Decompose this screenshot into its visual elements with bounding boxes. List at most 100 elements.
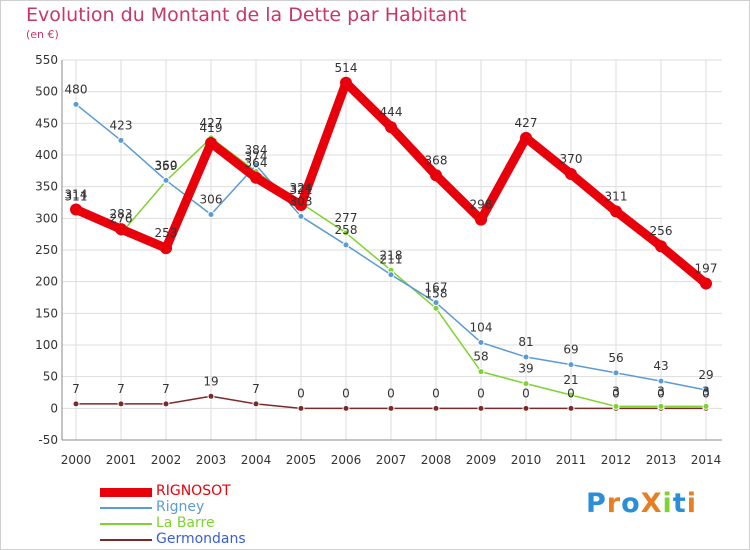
data-point-la-barre	[342, 229, 350, 237]
x-tick-label: 2006	[331, 453, 362, 467]
data-point-rignosot	[70, 203, 82, 216]
data-point-la-barre	[522, 380, 530, 388]
data-label-la-barre: 3	[657, 384, 665, 398]
data-point-rigney	[702, 386, 710, 394]
x-tick-label: 2012	[601, 453, 632, 467]
data-label-germondans: 0	[432, 386, 440, 400]
data-label-rignosot: 311	[605, 189, 628, 203]
data-point-rigney	[387, 271, 395, 279]
data-point-rigney	[567, 361, 575, 369]
data-point-rigney	[207, 211, 215, 219]
x-tick-label: 2009	[466, 453, 497, 467]
y-tick-label: 550	[35, 53, 58, 67]
data-point-germondans	[387, 404, 395, 412]
legend-label-la-barre: La Barre	[156, 515, 215, 531]
logo-letter: P	[586, 488, 607, 519]
data-label-germondans: 7	[252, 382, 260, 396]
legend-swatch-rigney	[100, 507, 152, 509]
data-point-germondans	[117, 400, 125, 408]
data-label-germondans: 0	[567, 386, 575, 400]
data-point-la-barre	[477, 368, 485, 376]
data-point-germondans	[297, 404, 305, 412]
data-point-rigney	[252, 161, 260, 169]
data-label-rigney: 384	[245, 143, 268, 157]
x-tick-label: 2001	[106, 453, 137, 467]
data-point-rignosot	[115, 223, 127, 236]
data-label-rigney: 360	[155, 158, 178, 172]
x-tick-label: 2011	[556, 453, 587, 467]
data-label-germondans: 0	[702, 386, 710, 400]
data-label-rignosot: 314	[65, 187, 88, 201]
data-label-rignosot: 514	[335, 61, 358, 75]
data-point-rignosot	[385, 121, 397, 134]
legend-swatch-rignosot	[100, 488, 152, 497]
data-point-rigney	[117, 136, 125, 144]
data-label-rigney: 423	[110, 118, 133, 132]
logo-letter: r	[606, 488, 622, 519]
y-tick-label: 150	[35, 306, 58, 320]
data-label-rigney: 480	[65, 82, 88, 96]
data-label-rignosot: 364	[245, 156, 268, 170]
data-point-rignosot	[205, 136, 217, 149]
data-label-la-barre: 58	[473, 350, 488, 364]
logo-letter: o	[621, 488, 641, 519]
data-label-la-barre: 374	[245, 149, 268, 163]
data-label-rignosot: 419	[200, 121, 223, 135]
data-point-rigney	[342, 241, 350, 249]
data-point-la-barre	[432, 304, 440, 312]
data-label-germondans: 0	[342, 386, 350, 400]
data-label-rigney: 29	[698, 368, 713, 382]
logo-letter: t	[672, 488, 687, 519]
data-point-rignosot	[160, 242, 172, 255]
data-point-germondans	[342, 404, 350, 412]
data-point-la-barre	[702, 402, 710, 410]
data-label-germondans: 0	[657, 386, 665, 400]
data-label-la-barre: 324	[290, 181, 313, 195]
data-label-germondans: 7	[72, 382, 80, 396]
data-label-rigney: 211	[380, 253, 403, 267]
data-label-rignosot: 444	[380, 105, 403, 119]
data-label-la-barre: 359	[155, 159, 178, 173]
y-tick-label: 250	[35, 243, 58, 257]
data-label-la-barre: 276	[110, 212, 133, 226]
data-label-rignosot: 427	[515, 116, 538, 130]
x-tick-label: 2003	[196, 453, 227, 467]
data-label-germondans: 0	[387, 386, 395, 400]
data-point-germondans	[432, 404, 440, 412]
data-label-la-barre: 39	[518, 362, 533, 376]
legend-label-rignosot: RIGNOSOT	[156, 483, 231, 499]
data-point-rigney	[162, 176, 170, 184]
data-label-rigney: 81	[518, 335, 533, 349]
x-tick-label: 2007	[376, 453, 407, 467]
data-point-rignosot	[475, 213, 487, 226]
data-point-la-barre	[567, 391, 575, 399]
data-label-rignosot: 256	[650, 224, 673, 238]
data-label-germondans: 0	[522, 386, 530, 400]
logo-letter: i	[686, 488, 697, 519]
data-point-germondans	[162, 400, 170, 408]
y-tick-label: 500	[35, 85, 58, 99]
x-tick-label: 2000	[61, 453, 92, 467]
data-point-rignosot	[700, 277, 712, 290]
data-point-germondans	[252, 400, 260, 408]
data-label-rignosot: 321	[290, 183, 313, 197]
data-label-rigney: 69	[563, 343, 578, 357]
data-point-germondans	[522, 404, 530, 412]
data-label-germondans: 0	[477, 386, 485, 400]
data-point-rignosot	[520, 131, 532, 144]
data-label-la-barre: 311	[65, 189, 88, 203]
data-point-germondans	[207, 392, 215, 400]
y-tick-label: 300	[35, 211, 58, 225]
data-label-rigney: 43	[653, 359, 668, 373]
data-label-rignosot: 197	[695, 262, 718, 276]
data-point-germondans	[72, 400, 80, 408]
x-tick-label: 2008	[421, 453, 452, 467]
chart-title: Evolution du Montant de la Dette par Hab…	[26, 4, 467, 26]
data-point-rigney	[612, 369, 620, 377]
y-tick-label: 200	[35, 275, 58, 289]
data-point-germondans	[477, 404, 485, 412]
y-tick-label: 0	[50, 401, 58, 415]
y-tick-label: 50	[43, 370, 58, 384]
data-point-la-barre	[612, 402, 620, 410]
